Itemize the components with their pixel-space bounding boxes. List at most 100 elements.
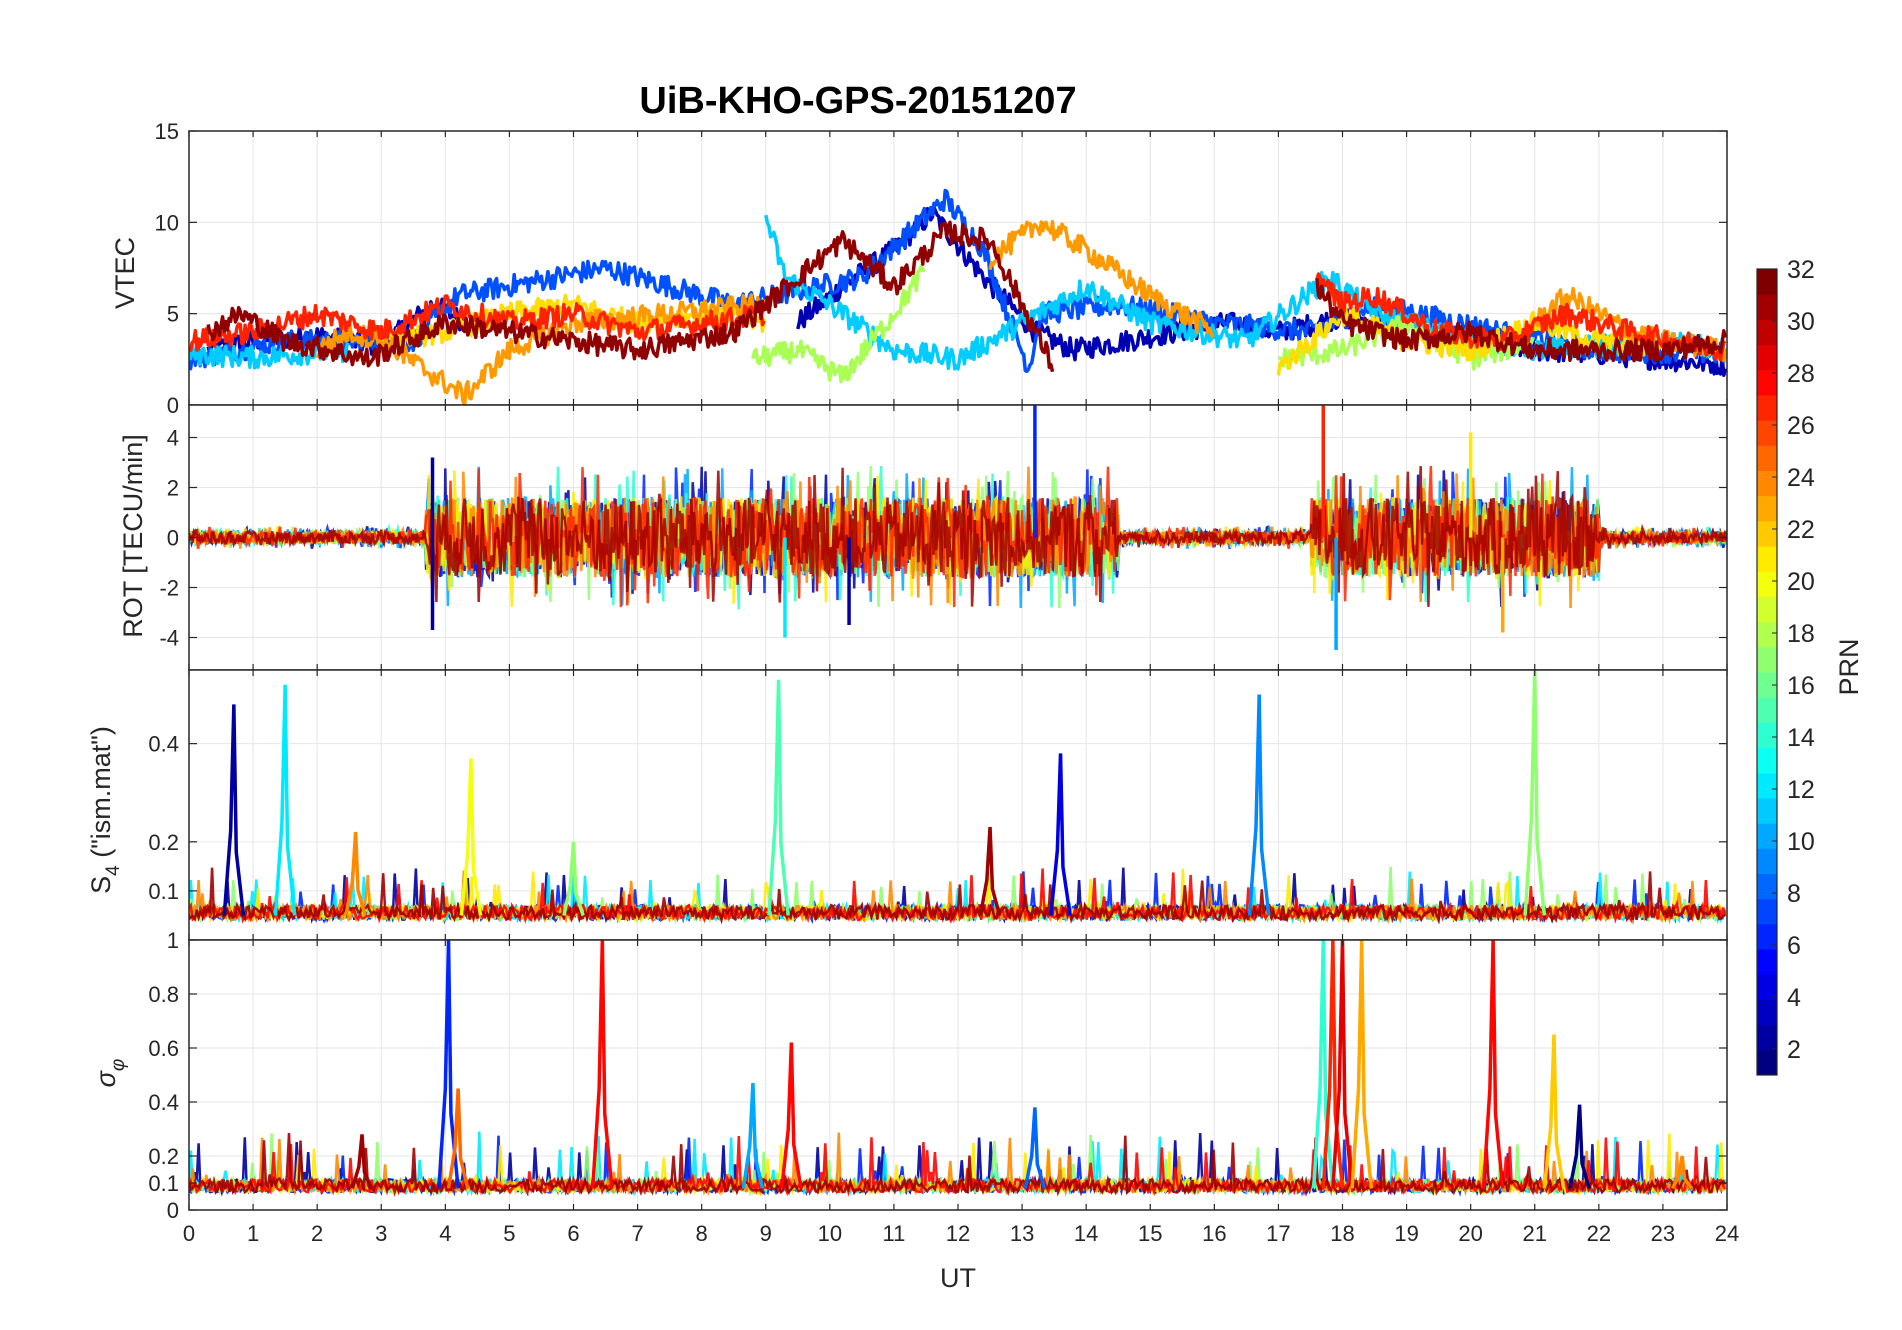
sigma-phi-ylabel: σφ [91, 1059, 129, 1088]
colorbar-tick-label: 14 [1787, 724, 1815, 752]
data-layer [189, 188, 1727, 405]
spike-prn-29 [1331, 940, 1354, 1189]
y-tick-label: 0.8 [148, 982, 179, 1007]
colorbar-band [1757, 269, 1777, 295]
colorbar-band [1757, 1024, 1777, 1051]
colorbar-band [1757, 394, 1777, 421]
colorbar-band [1757, 923, 1777, 950]
spike-prn-28 [590, 940, 614, 1189]
y-tick-label: 1 [167, 928, 179, 953]
colorbar-band [1757, 1049, 1777, 1076]
colorbar-band [1757, 495, 1777, 522]
y-tick-label: 0 [167, 393, 179, 418]
x-tick-label: 11 [882, 1221, 905, 1246]
colorbar-tick-label: 20 [1787, 568, 1815, 596]
colorbar-band [1757, 823, 1777, 849]
colorbar-band [1757, 369, 1777, 396]
x-tick-label: 24 [1715, 1221, 1739, 1246]
y-tick-label: 15 [155, 119, 179, 144]
colorbar-band [1757, 520, 1777, 547]
colorbar-band [1757, 697, 1777, 723]
y-tick-label: -4 [159, 626, 179, 651]
x-tick-label: 10 [818, 1221, 842, 1246]
data-layer [189, 940, 1727, 1198]
colorbar-tick-label: 12 [1787, 776, 1815, 804]
x-tick-label: 20 [1458, 1221, 1482, 1246]
y-tick-label: 0.1 [148, 1171, 179, 1196]
spike-prn-4 [1049, 753, 1072, 916]
colorbar-band [1757, 672, 1777, 698]
x-tick-label: 4 [439, 1221, 451, 1246]
series-line-prn-17 [1278, 315, 1535, 371]
rot-ylabel: ROT [TECU/min] [118, 434, 148, 638]
x-axis-label: UT [940, 1263, 976, 1293]
colorbar-tick-label: 30 [1787, 308, 1815, 336]
series-line-prn-17 [751, 264, 926, 384]
x-tick-label: 13 [1010, 1221, 1034, 1246]
colorbar-tick-label: 2 [1787, 1036, 1801, 1064]
series-line-prn-31 [1315, 278, 1727, 363]
series-line-prn-31 [206, 220, 1055, 373]
y-tick-label: 0 [167, 526, 179, 551]
spike-prn-31 [978, 826, 1002, 916]
x-tick-label: 2 [311, 1221, 323, 1246]
series-line-prn-27 [189, 294, 766, 353]
panel-vtec: 0 5 10 15 [155, 119, 1728, 418]
spike-prn-28 [1481, 940, 1505, 1189]
x-tick-label: 17 [1266, 1221, 1290, 1246]
spike-prn-24 [1670, 1155, 1694, 1190]
colorbar-band [1757, 722, 1777, 749]
colorbar-band [1757, 621, 1777, 648]
y-tick-label: 0.4 [148, 732, 179, 757]
spike-prn-17 [1523, 670, 1547, 916]
x-tick-label: 22 [1587, 1221, 1611, 1246]
x-tick-label: 9 [760, 1221, 772, 1246]
x-tick-label: 8 [696, 1221, 708, 1246]
series-line-prn-23 [988, 219, 1215, 339]
spike-prn-1 [1568, 1104, 1591, 1189]
s4-ylabel: S4 ("ism.mat") [86, 726, 124, 894]
colorbar-band [1757, 445, 1777, 471]
colorbar-tick-label: 26 [1787, 412, 1815, 440]
y-tick-label: 0.2 [148, 830, 179, 855]
colorbar-band [1757, 974, 1777, 1000]
y-tick-label: 0 [167, 1198, 179, 1223]
colorbar-tick-label: 16 [1787, 672, 1815, 700]
spike-prn-15 [767, 679, 790, 916]
spike-prn-28 [780, 1042, 803, 1189]
baseline-series-prn-31 [189, 867, 1726, 925]
vtec-ylabel: VTEC [110, 237, 140, 309]
x-tick-label: 21 [1523, 1221, 1547, 1246]
spike-prn-8 [1023, 1107, 1047, 1189]
colorbar-band [1757, 949, 1777, 975]
spike-prn-17 [562, 841, 585, 916]
series-line-prn-21 [380, 293, 766, 353]
colorbar-band [1757, 873, 1777, 900]
colorbar-band [1757, 294, 1777, 320]
series-line-prn-23 [315, 293, 766, 405]
spike-prn-23 [1350, 940, 1374, 1189]
colorbar-label: PRN [1834, 638, 1864, 695]
x-tick-label: 23 [1651, 1221, 1675, 1246]
colorbar-band [1757, 999, 1777, 1026]
x-tick-label: 1 [247, 1221, 259, 1246]
series-line-prn-27 [1315, 272, 1727, 362]
spike-prn-20 [459, 758, 483, 916]
colorbar-tick-label: 18 [1787, 620, 1815, 648]
colorbar-tick-label: 28 [1787, 360, 1815, 388]
spike-prn-25 [446, 1088, 470, 1189]
x-tick-label: 5 [503, 1221, 515, 1246]
colorbar-band [1757, 571, 1777, 597]
spike-prn-10 [741, 1083, 765, 1189]
x-tick-label: 19 [1394, 1221, 1418, 1246]
spike-prn-6 [437, 940, 460, 1189]
spike-prn-9 [1247, 694, 1271, 916]
x-tick-label: 15 [1138, 1221, 1162, 1246]
colorbar-band [1757, 546, 1777, 572]
panel-rot: -4 -2 0 2 4 [159, 404, 1728, 671]
panel-sigma-phi: 00.10.20.40.60.810 1 2 3 4 5 6 7 8 9 10 11 12 13 14 15 1… [148, 928, 1739, 1246]
spike-prn-31 [350, 1134, 374, 1190]
colorbar-band [1757, 420, 1777, 446]
